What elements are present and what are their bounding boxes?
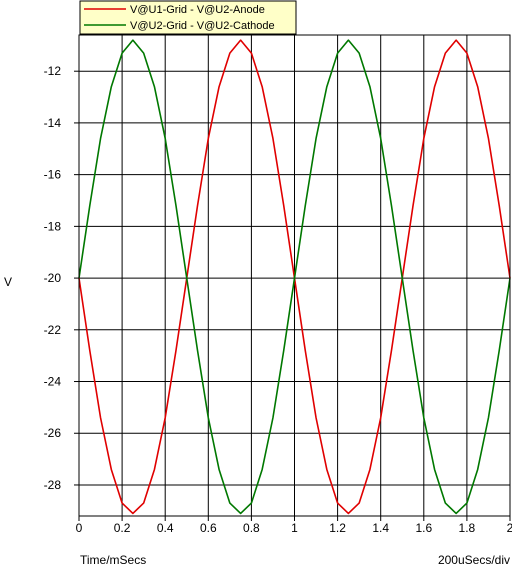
y-tick-label: -22 <box>44 323 62 337</box>
tick-labels: 0 0.2 0.4 0.6 0.8 1 1.2 1.4 1.6 1.8 2 -12 -14 -16 -18 -… <box>44 64 512 535</box>
x-tick-label: 1.4 <box>372 521 389 535</box>
y-tick-label: -20 <box>44 271 62 285</box>
x-scale-note: 200uSecs/div <box>438 553 510 567</box>
plot-series <box>78 39 511 515</box>
x-tick-label: 1.6 <box>415 521 432 535</box>
x-tick-label: 1 <box>291 521 298 535</box>
legend: V@U1-Grid - V@U2-Anode V@U2-Grid - V@U2-… <box>79 0 297 35</box>
y-tick-label: -16 <box>44 168 62 182</box>
plot-frame <box>78 34 511 517</box>
x-tick-label: 0.8 <box>243 521 260 535</box>
x-axis-label: Time/mSecs <box>80 553 146 567</box>
y-axis-label: V <box>4 275 12 289</box>
y-tick-label: -28 <box>44 478 62 492</box>
y-tick-label: -12 <box>44 64 62 78</box>
x-tick-label: 2 <box>507 521 512 535</box>
legend-label-series-1: V@U1-Grid - V@U2-Anode <box>130 4 265 16</box>
x-tick-label: 0.6 <box>200 521 217 535</box>
y-tick-label: -14 <box>44 116 62 130</box>
y-tick-label: -26 <box>44 426 62 440</box>
y-tick-label: -18 <box>44 219 62 233</box>
legend-box <box>79 0 297 35</box>
y-tick-label: -24 <box>44 375 62 389</box>
x-tick-label: 1.8 <box>459 521 476 535</box>
series-line-2 <box>78 39 511 515</box>
x-tick-label: 0.2 <box>114 521 131 535</box>
x-tick-label: 1.2 <box>329 521 346 535</box>
x-tick-label: 0.4 <box>157 521 174 535</box>
legend-label-series-2: V@U2-Grid - V@U2-Cathode <box>130 20 275 32</box>
x-tick-label: 0 <box>76 521 83 535</box>
